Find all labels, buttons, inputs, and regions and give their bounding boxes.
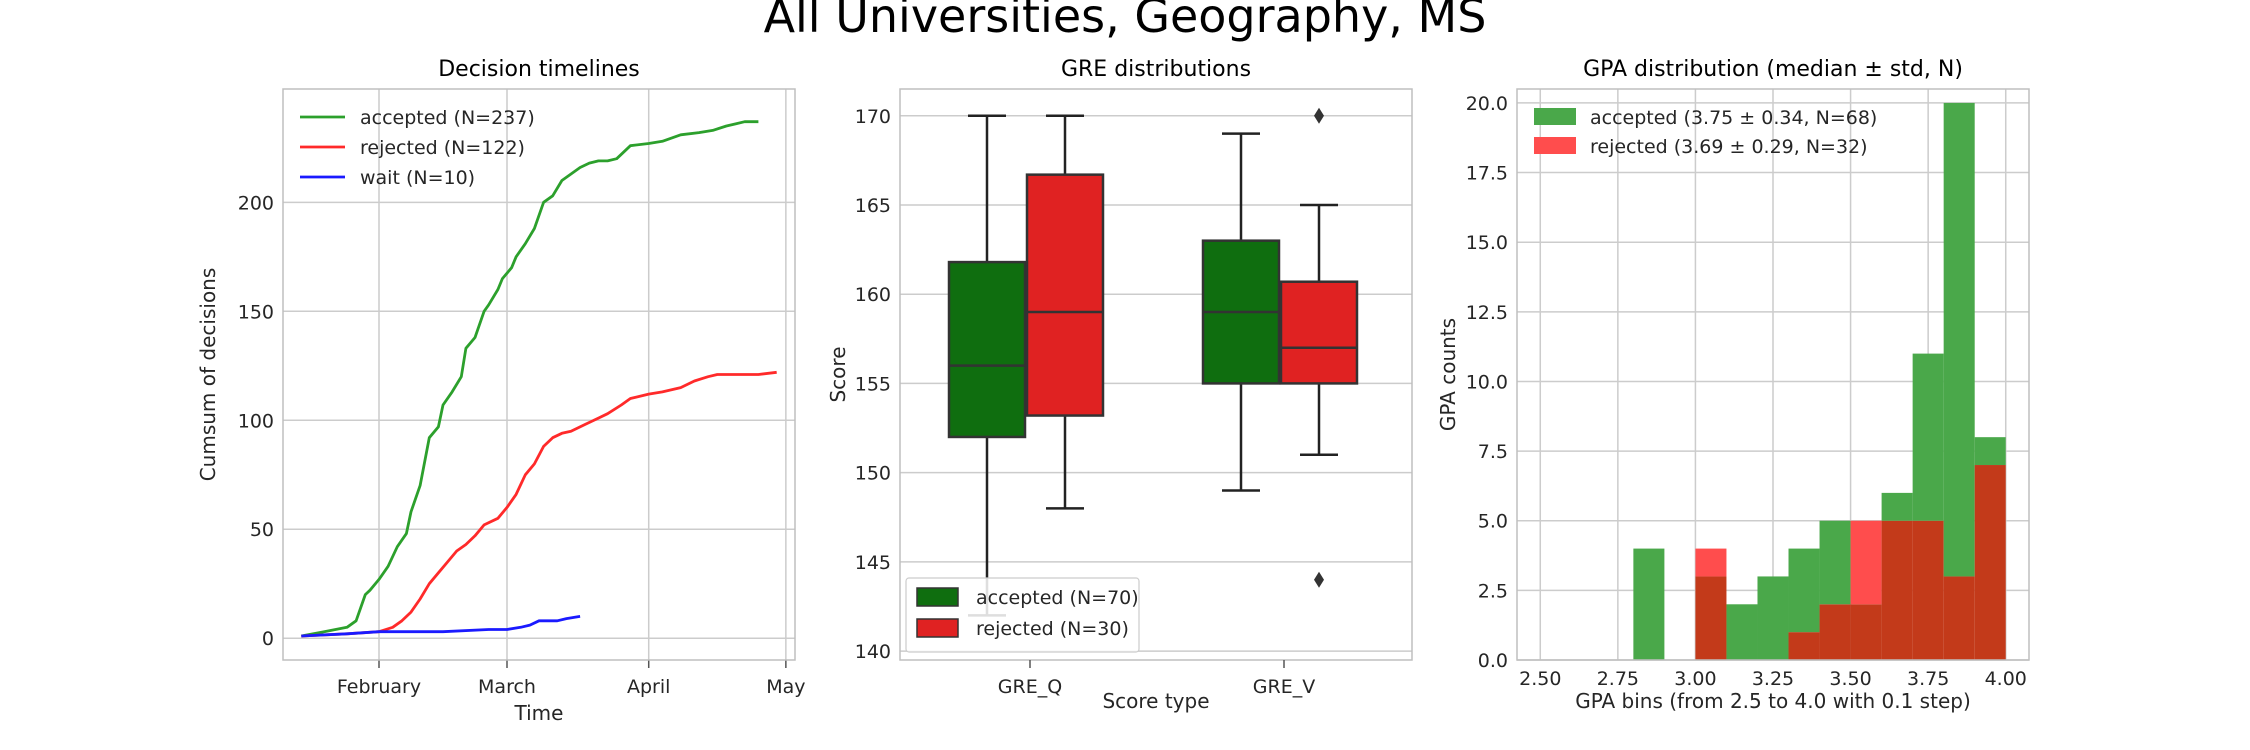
accepted-bar	[1726, 604, 1758, 660]
iqr-box	[947, 260, 1027, 439]
iqr-box	[1279, 280, 1359, 385]
legend-label: accepted (N=237)	[360, 107, 535, 129]
y-axis-label: GPA counts	[1436, 318, 1460, 431]
accepted-bar	[1633, 548, 1665, 660]
overlap-bar	[1788, 632, 1820, 660]
x-axis-label: Time	[514, 701, 564, 725]
outlier-marker	[1314, 107, 1324, 124]
accepted-bar	[1757, 576, 1789, 660]
plot-frame	[282, 88, 796, 661]
overlap-bar	[1850, 604, 1882, 660]
accepted-bar	[1881, 492, 1913, 521]
x-tick-label: 3.75	[1907, 668, 1949, 690]
series-line	[301, 615, 581, 638]
y-tick-label: 160	[855, 284, 891, 306]
overlap-bar	[1943, 576, 1975, 660]
y-tick-label: 20.0	[1466, 93, 1508, 115]
legend-label: rejected (3.69 ± 0.29, N=32)	[1590, 136, 1868, 158]
accepted-bar	[1912, 353, 1944, 521]
decision-timelines-panel: Decision timelines 0 50 100 150 200 February Ma…	[196, 57, 805, 725]
plot-frame	[1516, 88, 2030, 661]
series-line	[301, 120, 759, 638]
x-tick-label: 3.00	[1674, 668, 1716, 690]
x-tick-label: 2.50	[1519, 668, 1561, 690]
rejected-bar	[1850, 520, 1882, 605]
y-axis-label: Score	[826, 346, 850, 402]
accepted-bar	[1788, 548, 1820, 633]
y-tick-label: 200	[238, 192, 274, 214]
series-line	[301, 370, 777, 638]
figure-title: All Universities, Geography, MS	[764, 0, 1487, 43]
y-tick-label: 150	[238, 301, 274, 323]
y-tick-label: 0	[262, 628, 274, 650]
legend-swatch	[1534, 108, 1576, 125]
accepted-bar	[1819, 520, 1851, 605]
legend-label: wait (N=10)	[360, 167, 475, 189]
box-gre-q	[947, 114, 1027, 617]
y-tick-label: 5.0	[1478, 511, 1508, 533]
legend-label: accepted (N=70)	[976, 587, 1139, 609]
x-tick-label: 4.00	[1985, 668, 2027, 690]
legend-box	[905, 577, 1140, 653]
x-tick-label: March	[478, 676, 536, 698]
y-tick-label: 155	[855, 373, 891, 395]
y-tick-label: 100	[238, 410, 274, 432]
y-tick-label: 15.0	[1466, 232, 1508, 254]
y-tick-label: 0.0	[1478, 650, 1508, 672]
x-tick-label: 3.50	[1829, 668, 1871, 690]
iqr-box	[1025, 173, 1105, 417]
legend-label: rejected (N=30)	[976, 618, 1129, 640]
y-tick-label: 12.5	[1466, 302, 1508, 324]
panel-title: Decision timelines	[438, 57, 640, 82]
plot-frame	[899, 88, 1413, 661]
legend-swatch	[916, 587, 959, 607]
y-tick-label: 17.5	[1466, 163, 1508, 185]
y-tick-label: 7.5	[1478, 441, 1508, 463]
outlier-marker	[1314, 571, 1324, 588]
gpa-distribution-panel: GPA distribution (median ± std, N) 0.0 2.5…	[1436, 57, 2030, 713]
x-tick-label: GRE_Q	[998, 676, 1062, 698]
y-tick-label: 2.5	[1478, 580, 1508, 602]
y-axis-label: Cumsum of decisions	[196, 268, 220, 482]
legend-swatch	[916, 618, 959, 638]
overlap-bar	[1881, 520, 1913, 660]
x-tick-label: GRE_V	[1253, 676, 1315, 698]
overlap-bar	[1695, 576, 1727, 660]
y-tick-label: 140	[855, 641, 891, 663]
legend-label: accepted (3.75 ± 0.34, N=68)	[1590, 107, 1877, 129]
x-tick-label: May	[766, 676, 805, 698]
x-tick-label: February	[337, 676, 421, 698]
y-tick-label: 170	[855, 106, 891, 128]
panel-title: GPA distribution (median ± std, N)	[1583, 57, 1963, 82]
overlap-bar	[1912, 520, 1944, 660]
y-tick-label: 165	[855, 195, 891, 217]
box-gre-q	[1025, 114, 1105, 510]
legend-swatch	[1534, 137, 1576, 154]
accepted-bar	[1974, 437, 2006, 466]
box-gre-v	[1279, 107, 1359, 588]
x-axis-label: Score type	[1102, 689, 1209, 713]
accepted-bar	[1943, 102, 1975, 577]
overlap-bar	[1974, 465, 2006, 660]
box-gre-v	[1201, 132, 1281, 492]
overlap-bar	[1819, 604, 1851, 660]
x-tick-label: April	[627, 676, 670, 698]
x-axis-label: GPA bins (from 2.5 to 4.0 with 0.1 step)	[1575, 689, 1971, 713]
gre-distributions-panel: GRE distributions 140 145 150 155 160 165 170 GR…	[826, 57, 1413, 713]
y-tick-label: 50	[250, 519, 274, 541]
x-tick-label: 2.75	[1597, 668, 1639, 690]
y-tick-label: 145	[855, 552, 891, 574]
y-tick-label: 150	[855, 463, 891, 485]
rejected-bar	[1695, 548, 1727, 577]
legend-label: rejected (N=122)	[360, 137, 525, 159]
y-tick-label: 10.0	[1466, 371, 1508, 393]
x-tick-label: 3.25	[1752, 668, 1794, 690]
panel-title: GRE distributions	[1061, 57, 1251, 82]
